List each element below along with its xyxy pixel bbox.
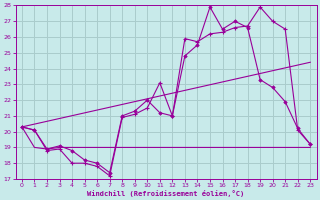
X-axis label: Windchill (Refroidissement éolien,°C): Windchill (Refroidissement éolien,°C)	[87, 190, 245, 197]
